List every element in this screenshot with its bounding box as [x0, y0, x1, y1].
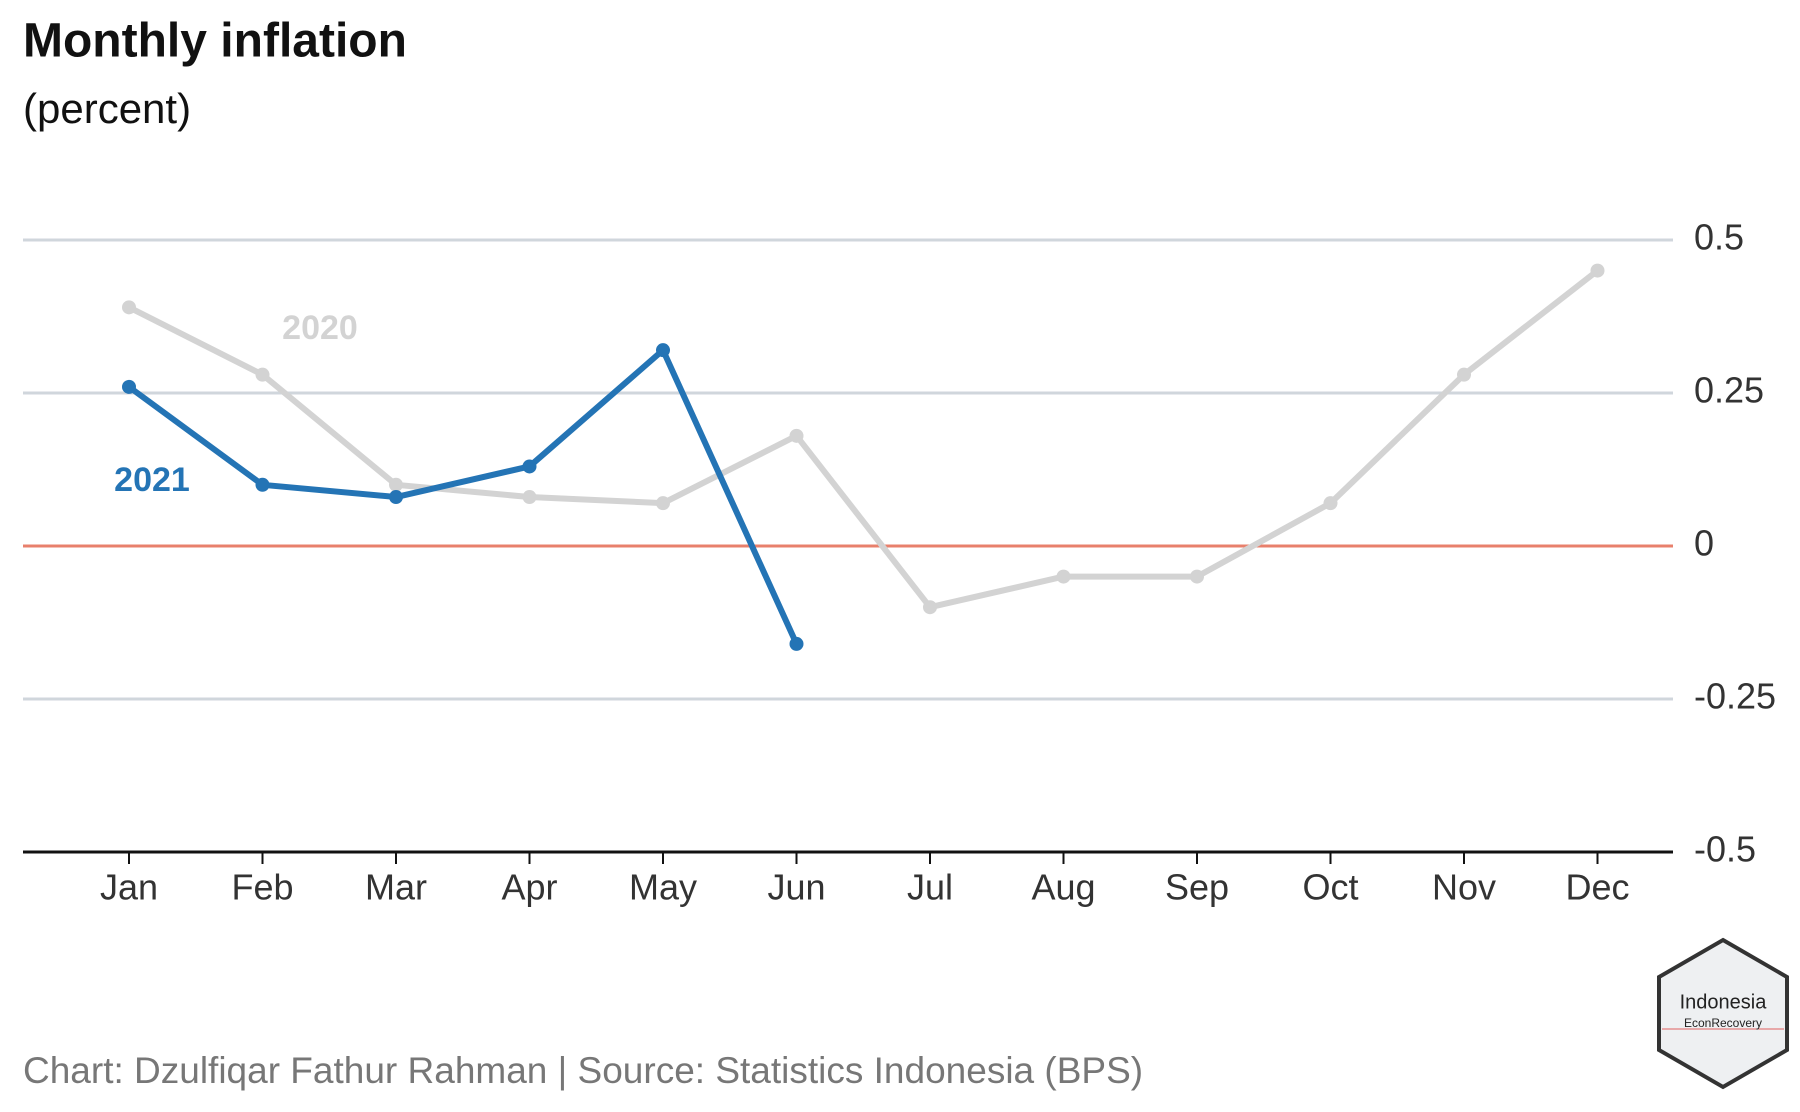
legend-label: 2021	[114, 461, 190, 499]
logo-subtext: EconRecovery	[1684, 1016, 1762, 1030]
y-tick-label: -0.25	[1694, 676, 1776, 717]
y-tick-label: 0.25	[1694, 370, 1764, 411]
logo-text: Indonesia	[1680, 991, 1768, 1013]
point	[1323, 496, 1338, 511]
chart-title: Monthly inflation	[23, 15, 407, 68]
x-tick-label: Apr	[501, 867, 557, 908]
line	[127, 268, 1600, 611]
point	[1457, 367, 1471, 382]
point	[1056, 569, 1071, 584]
x-tick-label: May	[629, 867, 697, 908]
point	[122, 379, 136, 394]
caption: Chart: Dzulfiqar Fathur Rahman | Source:…	[23, 1050, 1143, 1091]
chart-subtitle: (percent)	[23, 85, 191, 132]
point	[122, 300, 136, 315]
x-tick-label: Feb	[231, 867, 293, 908]
line	[127, 347, 800, 646]
x-tick-label: Jan	[100, 867, 158, 908]
legend-label: 2020	[282, 309, 358, 347]
logo-hexagon	[1657, 937, 1789, 1090]
x-tick-label: Nov	[1432, 867, 1496, 908]
point	[389, 477, 403, 492]
x-tick-label: Jul	[907, 867, 953, 908]
point	[789, 636, 804, 651]
point	[255, 477, 270, 492]
point	[656, 343, 670, 358]
x-tick-label: Sep	[1165, 867, 1229, 908]
point	[389, 490, 403, 505]
y-tick-label: 0.5	[1694, 217, 1744, 258]
y-tick-label: -0.5	[1694, 829, 1756, 870]
point	[522, 459, 537, 474]
point	[1590, 263, 1605, 278]
point	[789, 428, 804, 443]
x-tick-label: Mar	[365, 867, 427, 908]
point	[522, 490, 537, 505]
x-tick-label: Dec	[1565, 867, 1629, 908]
point	[1190, 569, 1204, 584]
y-tick-label: 0	[1694, 523, 1714, 564]
logo: Indonesia EconRecovery	[1657, 937, 1789, 1090]
point	[255, 367, 270, 382]
point	[923, 600, 937, 615]
point	[656, 496, 670, 511]
x-tick-label: Aug	[1031, 867, 1095, 908]
x-tick-label: Jun	[767, 867, 825, 908]
x-tick-label: Oct	[1302, 867, 1358, 908]
